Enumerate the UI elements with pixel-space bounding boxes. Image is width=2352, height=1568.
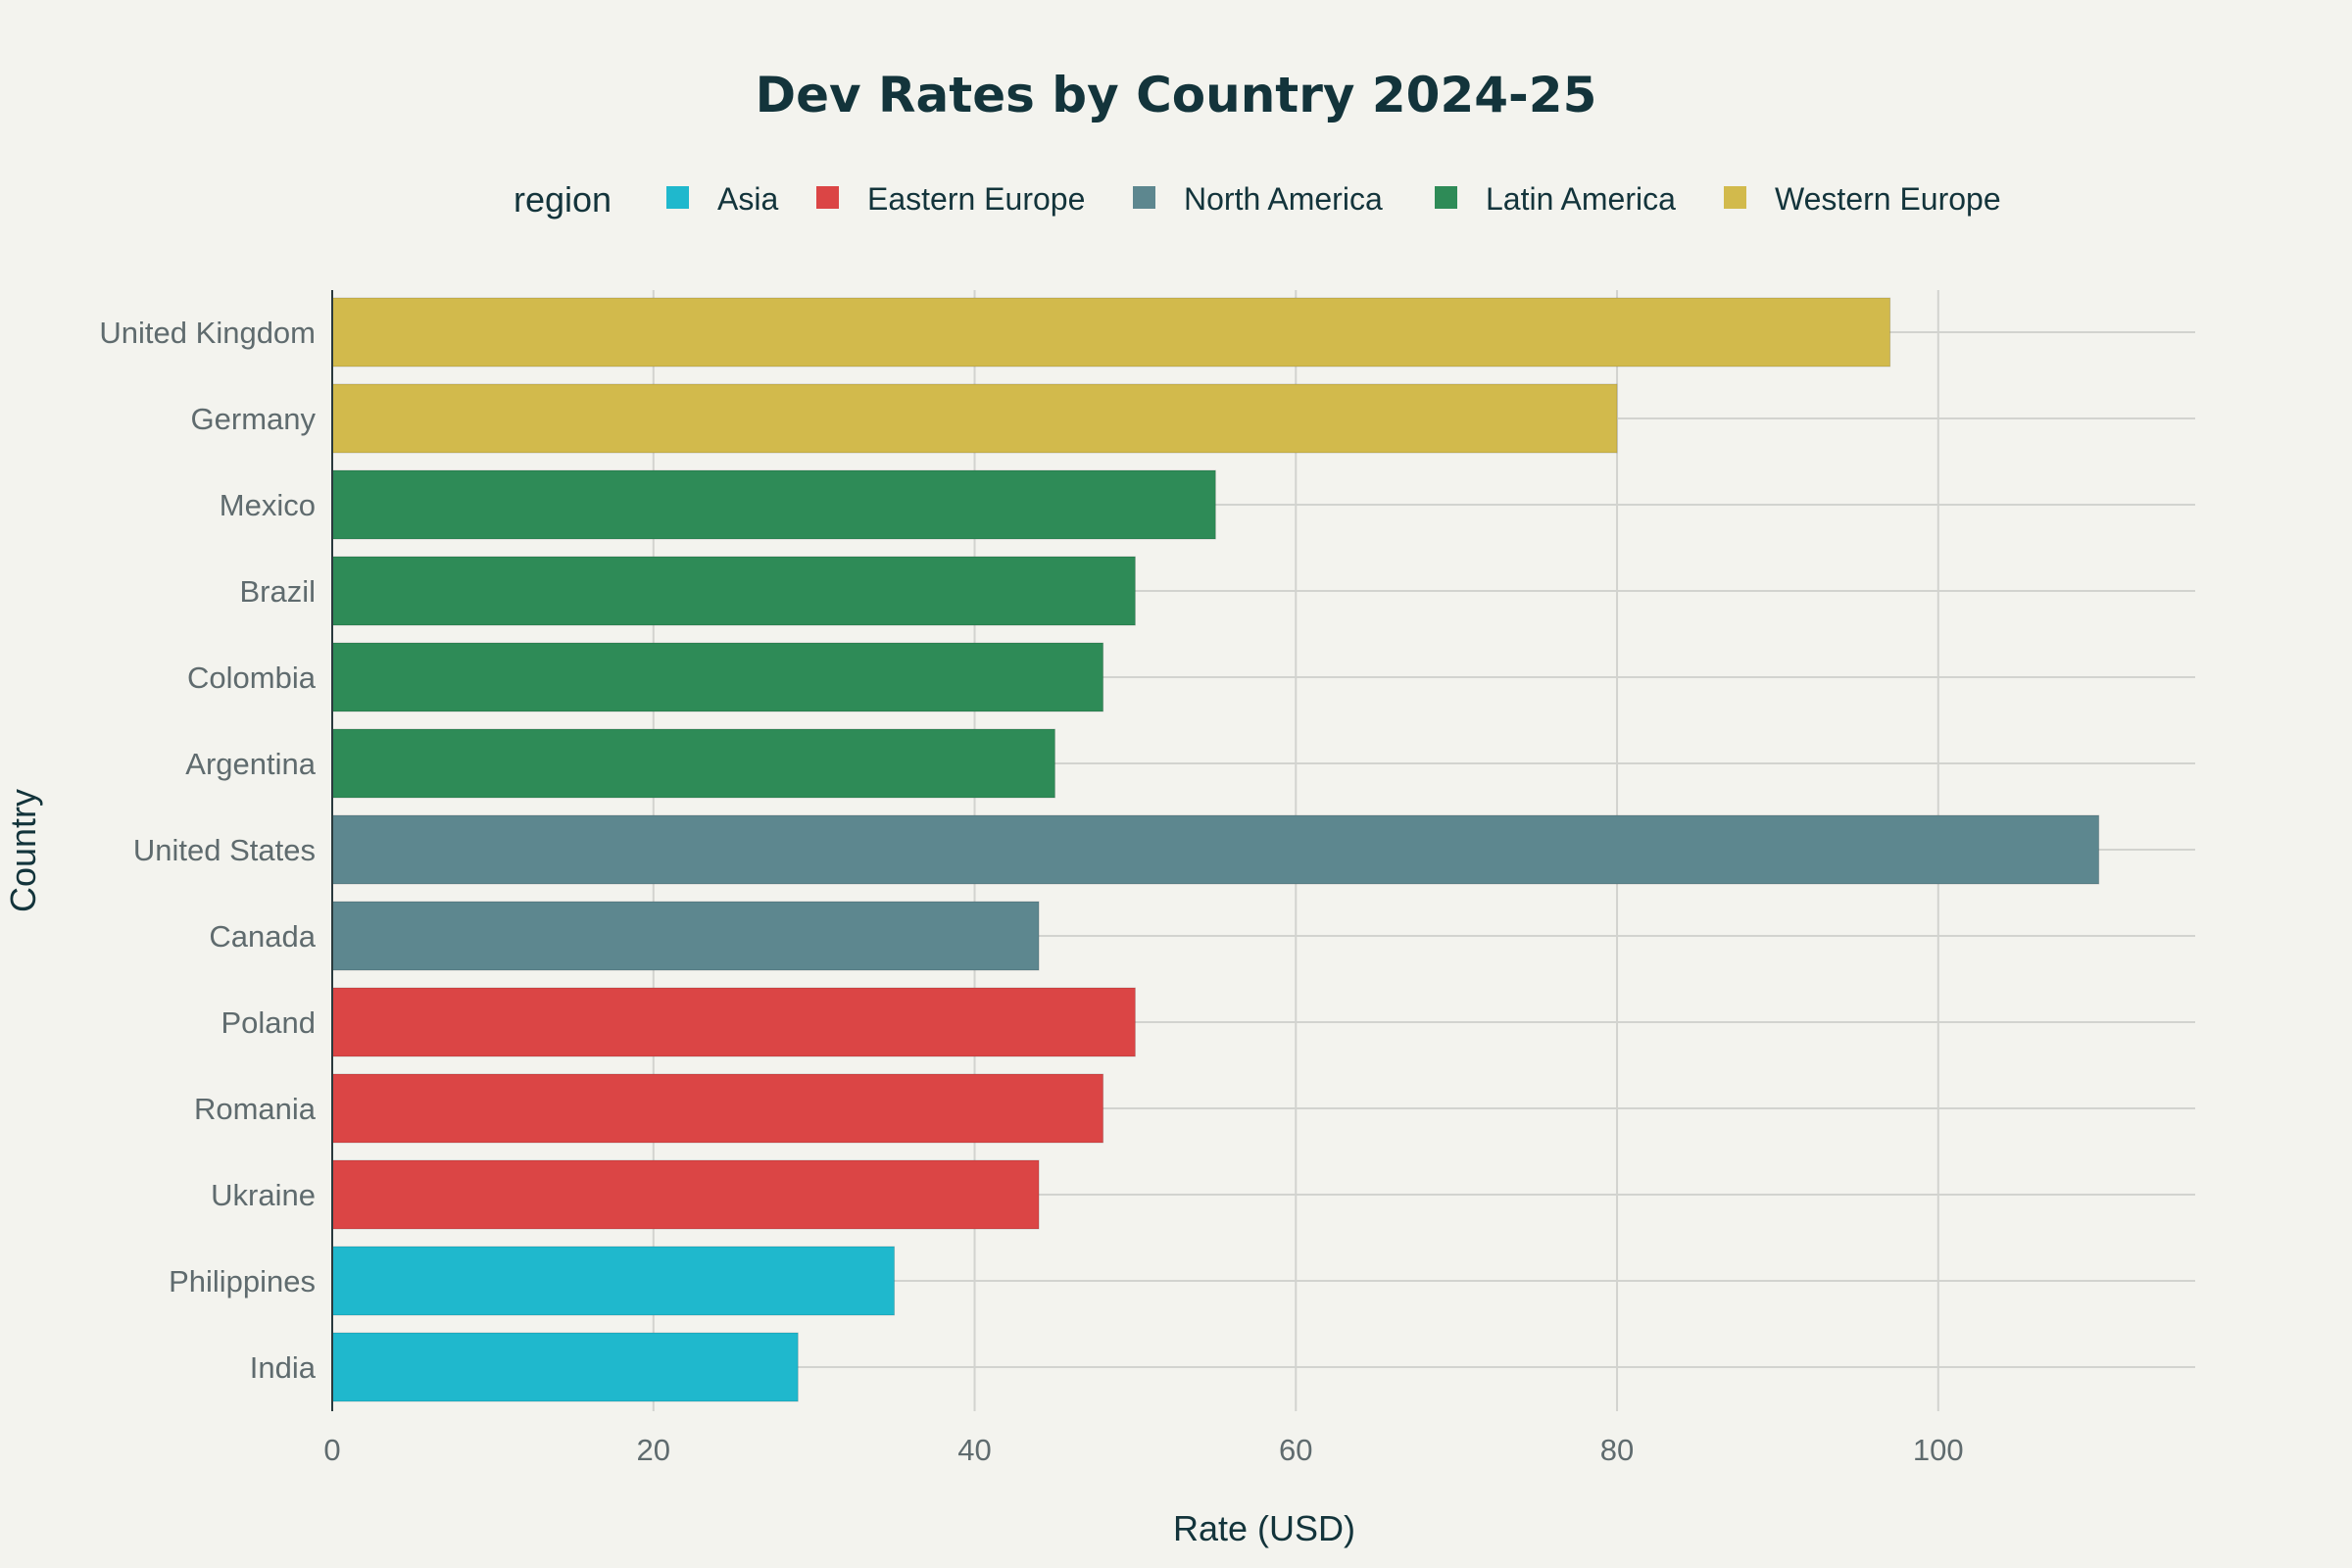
bar-united-states	[331, 814, 2100, 885]
bar-romania	[331, 1073, 1104, 1144]
legend-label: Latin America	[1486, 181, 1676, 217]
x-tick-label: 0	[323, 1433, 340, 1467]
bar-philippines	[331, 1246, 896, 1316]
x-tick-label: 60	[1279, 1433, 1312, 1467]
legend-title: region	[514, 179, 612, 220]
bar-ukraine	[331, 1159, 1040, 1230]
x-tick-label: 100	[1913, 1433, 1964, 1467]
y-axis-title: Country	[3, 789, 43, 912]
legend-swatch	[1133, 186, 1155, 209]
legend-swatch	[816, 186, 839, 209]
y-tick-label: India	[250, 1350, 317, 1385]
bar-india	[331, 1332, 799, 1402]
legend-swatch	[1724, 186, 1746, 209]
y-tick-label: Canada	[209, 919, 316, 954]
legend-label: Asia	[717, 181, 778, 217]
y-tick-label: Brazil	[239, 574, 316, 609]
chart-title: Dev Rates by Country 2024-25	[756, 67, 1597, 123]
legend-swatch	[666, 186, 689, 209]
bar-united-kingdom	[331, 297, 1891, 368]
legend-label: Eastern Europe	[867, 181, 1085, 217]
y-tick-label: Romania	[194, 1092, 317, 1126]
legend-label: North America	[1184, 181, 1383, 217]
x-tick-label: 80	[1600, 1433, 1634, 1467]
y-tick-label: Mexico	[220, 488, 316, 522]
bar-poland	[331, 987, 1136, 1057]
y-tick-label: United States	[133, 833, 316, 867]
y-tick-label: Colombia	[187, 661, 317, 695]
x-tick-labels: 0 20 40 60 80 100	[323, 1433, 1963, 1467]
y-tick-label: Germany	[191, 402, 317, 436]
x-tick-label: 40	[957, 1433, 991, 1467]
bar-mexico	[331, 469, 1216, 540]
x-axis-title: Rate (USD)	[1173, 1508, 1355, 1548]
bar-germany	[331, 383, 1618, 454]
bar-canada	[331, 901, 1040, 971]
y-tick-label: United Kingdom	[99, 316, 316, 350]
y-tick-label: Poland	[220, 1005, 316, 1040]
x-tick-label: 20	[637, 1433, 670, 1467]
y-tick-label: Argentina	[185, 747, 316, 781]
bar-colombia	[331, 642, 1104, 712]
bar-brazil	[331, 556, 1136, 626]
bars	[331, 297, 2100, 1402]
y-tick-label: Philippines	[169, 1264, 316, 1298]
y-tick-label: Ukraine	[211, 1178, 316, 1212]
legend-label: Western Europe	[1775, 181, 2001, 217]
legend: region Asia Eastern Europe North America La…	[514, 179, 2001, 220]
legend-swatch	[1435, 186, 1457, 209]
y-tick-labels: United Kingdom Germany Mexico Brazil Colombi…	[99, 316, 316, 1385]
bar-argentina	[331, 728, 1055, 799]
